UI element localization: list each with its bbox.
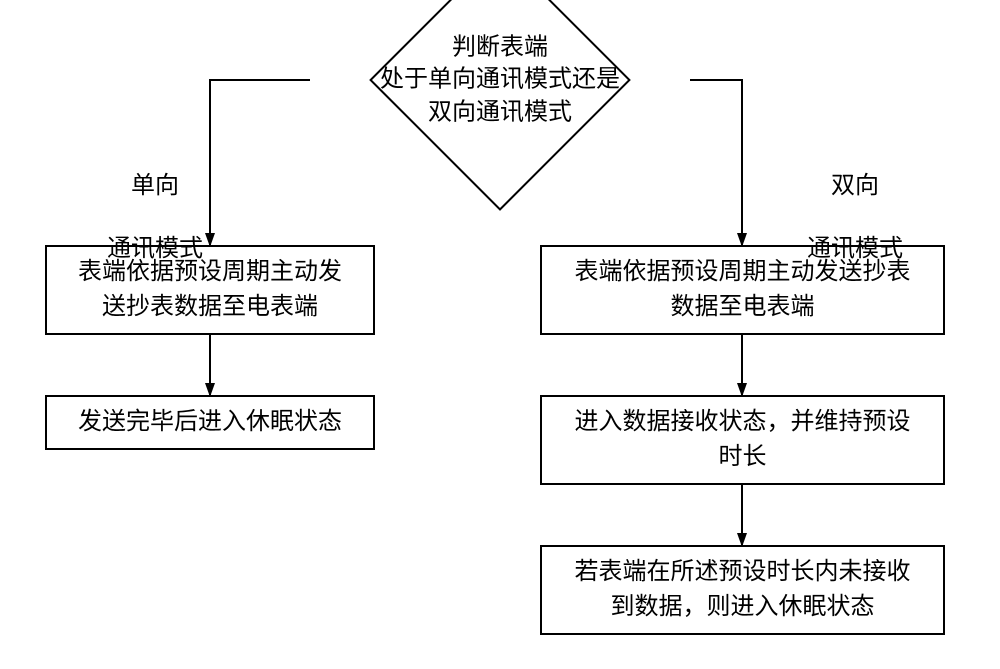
right-step-3-line-1: 若表端在所述预设时长内未接收 <box>575 559 911 585</box>
decision-node: 判断表端 处于单向通讯模式还是 双向通讯模式 <box>310 5 690 155</box>
edge-label-right-line-2: 通讯模式 <box>807 236 903 262</box>
decision-text: 判断表端 处于单向通讯模式还是 双向通讯模式 <box>310 31 690 128</box>
edge-label-left-line-2: 通讯模式 <box>107 236 203 262</box>
left-step-2: 发送完毕后进入休眠状态 <box>45 395 375 450</box>
edge-decision-to-right1 <box>690 80 742 245</box>
edge-label-left: 单向 通讯模式 <box>95 140 203 265</box>
right-step-2: 进入数据接收状态，并维持预设 时长 <box>540 395 945 485</box>
decision-line-1: 判断表端 <box>452 34 548 60</box>
right-step-2-line-2: 时长 <box>719 444 767 470</box>
edge-label-left-line-1: 单向 <box>131 173 179 199</box>
right-step-3: 若表端在所述预设时长内未接收 到数据，则进入休眠状态 <box>540 545 945 635</box>
edge-label-right-line-1: 双向 <box>831 173 879 199</box>
decision-line-3: 双向通讯模式 <box>428 99 572 125</box>
left-step-2-line-1: 发送完毕后进入休眠状态 <box>78 405 342 440</box>
edge-decision-to-left1 <box>210 80 310 245</box>
edge-label-right: 双向 通讯模式 <box>795 140 903 265</box>
left-step-1-line-2: 送抄表数据至电表端 <box>102 294 318 320</box>
right-step-1-line-2: 数据至电表端 <box>671 294 815 320</box>
decision-line-2: 处于单向通讯模式还是 <box>380 67 620 93</box>
right-step-2-line-1: 进入数据接收状态，并维持预设 <box>575 409 911 435</box>
right-step-3-line-2: 到数据，则进入休眠状态 <box>611 594 875 620</box>
